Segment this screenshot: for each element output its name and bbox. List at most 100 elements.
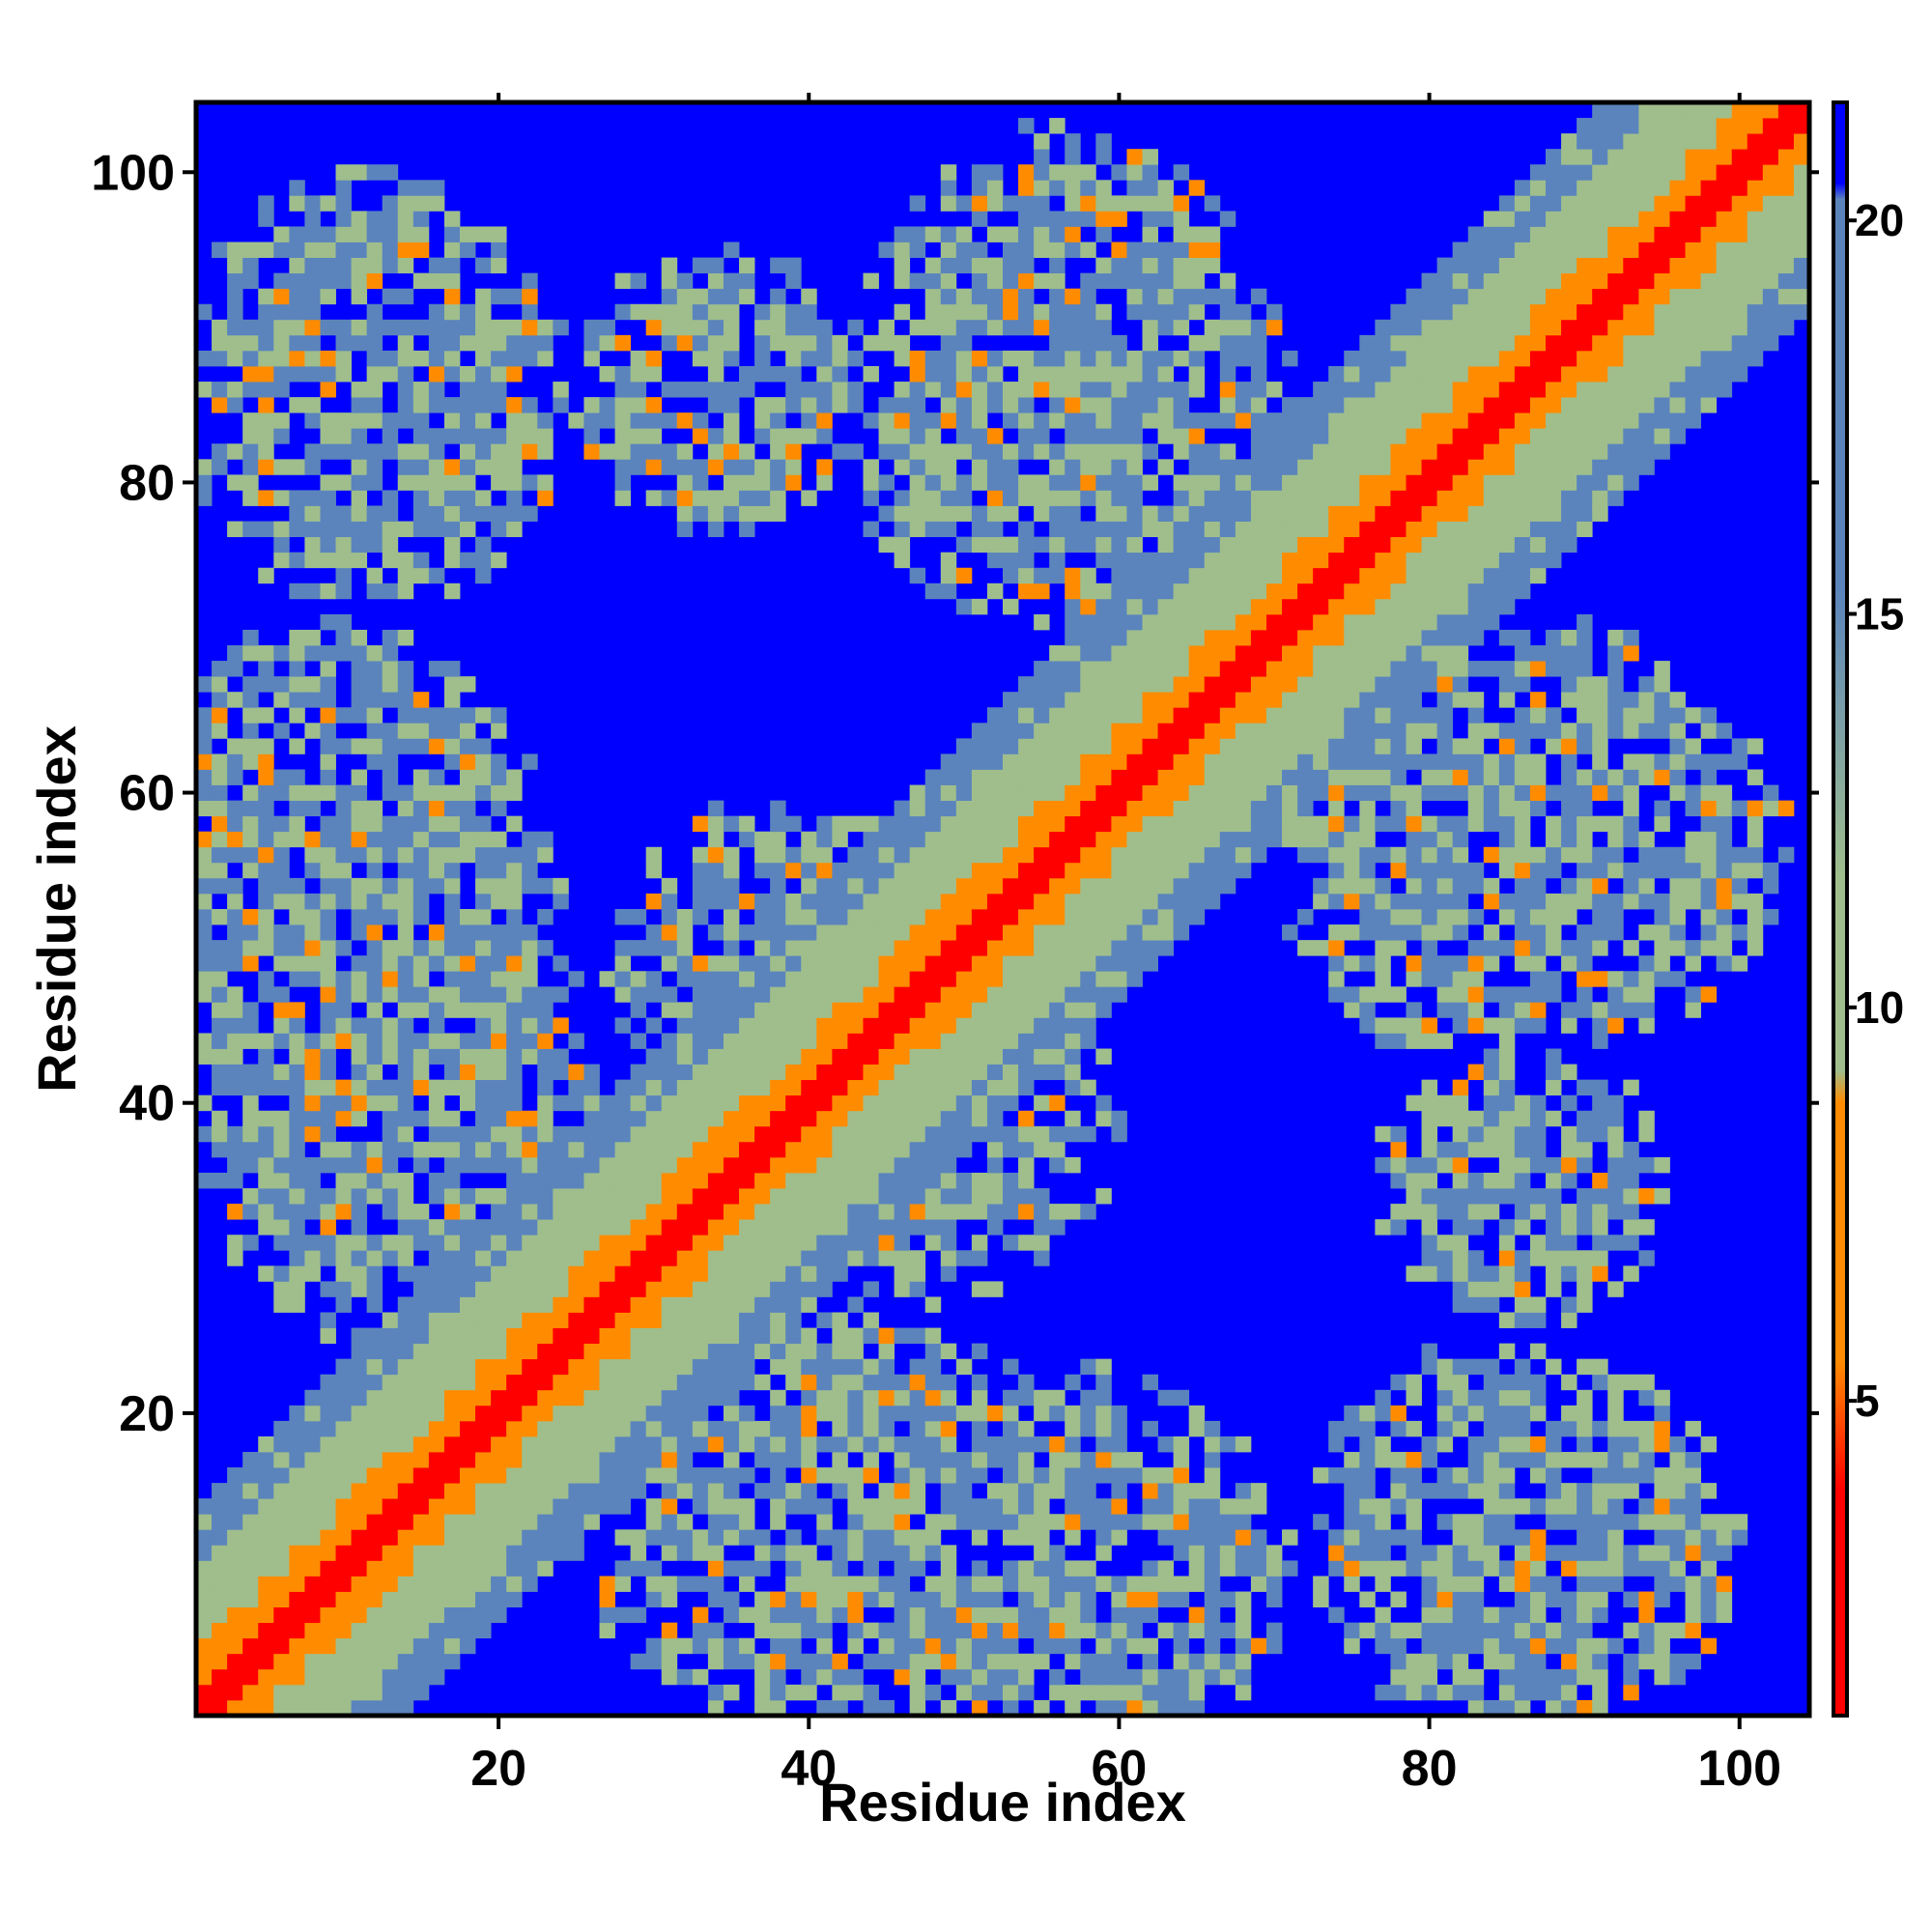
- heatmap-cell: [723, 1110, 740, 1127]
- heatmap-cell: [707, 397, 724, 413]
- heatmap-cell: [924, 1235, 942, 1251]
- heatmap-cell: [1375, 753, 1391, 770]
- heatmap-cell: [1313, 723, 1329, 739]
- heatmap-cell: [1034, 365, 1050, 383]
- heatmap-cell: [366, 986, 384, 1003]
- heatmap-cell: [801, 1250, 817, 1266]
- heatmap-cell: [320, 1188, 336, 1205]
- heatmap-cell: [1018, 1420, 1035, 1437]
- heatmap-cell: [1049, 1156, 1065, 1174]
- heatmap-cell: [1126, 521, 1143, 538]
- heatmap-cell: [1142, 334, 1158, 352]
- heatmap-cell: [320, 1312, 336, 1328]
- heatmap-cell: [1049, 1483, 1065, 1499]
- heatmap-cell: [1034, 211, 1050, 227]
- heatmap-cell: [1390, 676, 1406, 693]
- heatmap-cell: [909, 397, 926, 413]
- heatmap-cell: [1375, 1622, 1391, 1639]
- heatmap-cell: [304, 784, 321, 801]
- heatmap-cell: [397, 1358, 414, 1376]
- heatmap-cell: [1344, 645, 1360, 662]
- heatmap-cell: [1344, 661, 1360, 677]
- heatmap-cell: [940, 1265, 957, 1282]
- heatmap-cell: [692, 1002, 709, 1018]
- heatmap-cell: [412, 971, 430, 987]
- heatmap-cell: [878, 1405, 895, 1422]
- heatmap-cell: [428, 505, 445, 522]
- heatmap-cell: [754, 365, 771, 383]
- heatmap-cell: [491, 707, 507, 724]
- heatmap-cell: [955, 1452, 973, 1468]
- heatmap-cell: [506, 521, 523, 538]
- heatmap-cell: [863, 272, 879, 290]
- heatmap-cell: [382, 1529, 399, 1546]
- heatmap-cell: [1235, 661, 1252, 677]
- heatmap-cell: [320, 1498, 336, 1515]
- heatmap-cell: [382, 1048, 399, 1065]
- heatmap-cell: [1297, 846, 1314, 864]
- heatmap-cell: [1219, 846, 1236, 864]
- heatmap-cell: [397, 1684, 414, 1701]
- heatmap-cell: [1173, 1653, 1190, 1670]
- heatmap-cell: [1095, 195, 1112, 212]
- heatmap-cell: [955, 382, 973, 398]
- heatmap-cell: [1034, 536, 1050, 554]
- heatmap-cell: [1204, 521, 1221, 538]
- heatmap-cell: [1344, 1002, 1360, 1018]
- heatmap-cell: [1313, 784, 1329, 801]
- heatmap-cell: [397, 1483, 414, 1499]
- heatmap-cell: [1003, 1358, 1019, 1376]
- heatmap-cell: [909, 1560, 926, 1577]
- heatmap-cell: [382, 1668, 399, 1686]
- heatmap-cell: [801, 1405, 817, 1422]
- heatmap-cell: [475, 226, 492, 242]
- heatmap-cell: [1095, 552, 1112, 569]
- heatmap-cell: [785, 909, 802, 925]
- heatmap-cell: [1421, 1250, 1438, 1266]
- heatmap-cell: [506, 862, 523, 879]
- heatmap-cell: [986, 955, 1004, 972]
- heatmap-cell: [614, 1141, 632, 1158]
- heatmap-cell: [412, 1312, 430, 1328]
- heatmap-cell: [366, 1002, 384, 1018]
- heatmap-cell: [242, 1591, 259, 1607]
- heatmap-cell: [739, 1219, 755, 1236]
- heatmap-cell: [366, 521, 384, 538]
- heatmap-cell: [599, 1405, 615, 1422]
- heatmap-cell: [707, 382, 724, 398]
- heatmap-cell: [1390, 1420, 1406, 1437]
- heatmap-cell: [630, 303, 647, 321]
- heatmap-cell: [443, 1389, 461, 1406]
- heatmap-cell: [785, 815, 802, 833]
- heatmap-cell: [227, 1606, 243, 1624]
- heatmap-cell: [894, 1048, 911, 1065]
- heatmap-cell: [785, 365, 802, 383]
- heatmap-cell: [645, 1296, 663, 1313]
- heatmap-cell: [723, 1064, 740, 1081]
- heatmap-cell: [242, 1467, 259, 1484]
- heatmap-cell: [506, 1312, 523, 1328]
- heatmap-cell: [289, 1545, 305, 1561]
- heatmap-cell: [412, 831, 430, 848]
- heatmap-cell: [242, 1560, 259, 1577]
- heatmap-cell: [692, 1079, 709, 1096]
- heatmap-cell: [1095, 846, 1112, 864]
- heatmap-cell: [212, 1699, 228, 1717]
- heatmap-cell: [1188, 303, 1206, 321]
- heatmap-cell: [289, 1250, 305, 1266]
- heatmap-cell: [1111, 211, 1127, 227]
- heatmap-cell: [1065, 180, 1081, 196]
- heatmap-cell: [1406, 1094, 1422, 1112]
- heatmap-cell: [196, 1637, 213, 1655]
- heatmap-cell: [878, 334, 895, 352]
- heatmap-cell: [1375, 738, 1391, 754]
- heatmap-cell: [506, 1591, 523, 1607]
- heatmap-cell: [1080, 211, 1096, 227]
- heatmap-cell: [335, 862, 352, 879]
- heatmap-cell: [304, 211, 321, 227]
- heatmap-cell: [428, 877, 445, 895]
- heatmap-cell: [816, 1235, 833, 1251]
- heatmap-cell: [878, 1235, 895, 1251]
- heatmap-cell: [537, 1265, 554, 1282]
- heatmap-cell: [801, 303, 817, 321]
